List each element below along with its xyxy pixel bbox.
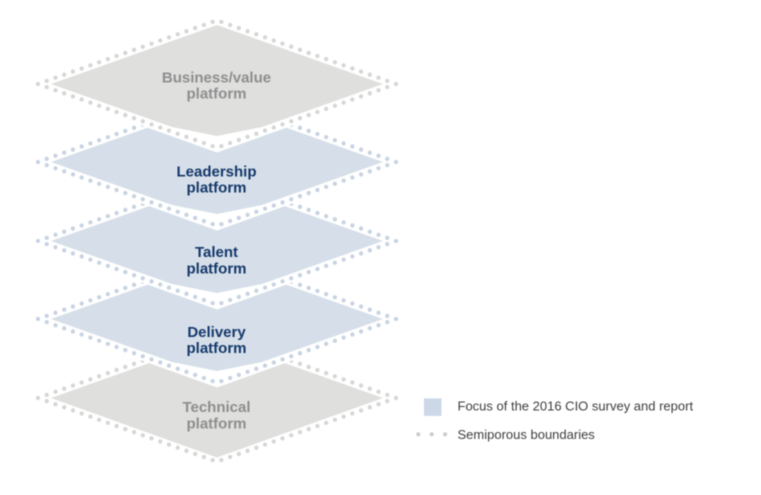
svg-text:Focus of the 2016 CIO survey a: Focus of the 2016 CIO survey and report bbox=[458, 398, 694, 413]
svg-text:platform: platform bbox=[187, 260, 247, 277]
svg-text:platform: platform bbox=[187, 415, 247, 432]
svg-text:Leadership: Leadership bbox=[176, 164, 256, 181]
svg-text:platform: platform bbox=[187, 86, 247, 103]
svg-text:Technical: Technical bbox=[182, 399, 250, 416]
svg-text:platform: platform bbox=[187, 340, 247, 357]
svg-text:Business/value: Business/value bbox=[162, 70, 271, 87]
svg-text:Semiporous boundaries: Semiporous boundaries bbox=[458, 427, 596, 442]
svg-text:Delivery: Delivery bbox=[187, 324, 246, 341]
svg-text:Talent: Talent bbox=[195, 244, 238, 261]
svg-text:platform: platform bbox=[187, 180, 247, 197]
